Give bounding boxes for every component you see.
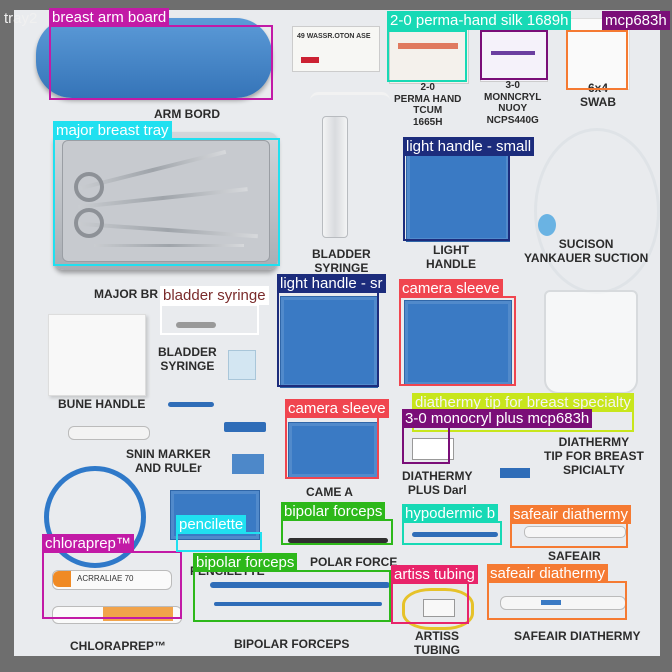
chloraprep-print: CHLORAPREP™ bbox=[70, 639, 167, 653]
bbox-breast-arm-board[interactable]: breast arm board bbox=[49, 8, 273, 100]
small-blue-block bbox=[232, 454, 264, 474]
bbox-diathermy-tip[interactable]: diathermy tip for breast specialty bbox=[412, 393, 634, 432]
bladder-syringe-print: BLADDER SYRINGE bbox=[158, 345, 217, 373]
diathermy-tip-print: DIATHERMY TIP FOR BREAST SPICIALTY bbox=[544, 435, 644, 477]
bbox-label: bipolar forceps bbox=[193, 553, 298, 572]
bbox-label: bipolar forceps bbox=[281, 502, 386, 521]
safeair-pencil-top bbox=[524, 526, 626, 538]
bbox-label: 2-0 perma-hand silk 1689h bbox=[387, 11, 572, 30]
camera-sleeve-sheet-2 bbox=[288, 422, 378, 478]
light-handle-sheet-small bbox=[280, 296, 378, 388]
bbox-perma-hand-silk[interactable]: 2-0 perma-hand silk 1689h bbox=[387, 11, 572, 82]
bbox-label: bladder syringe bbox=[160, 286, 269, 305]
bipolar-top-print: POLAR FORCE bbox=[310, 555, 398, 569]
measuring-jug bbox=[544, 290, 638, 394]
safeair-top-print: SAFEAIR bbox=[548, 549, 601, 563]
monocryl-packet bbox=[480, 22, 548, 82]
diathermy-plus-strip bbox=[412, 438, 454, 460]
bbox-label: camera sleeve bbox=[285, 399, 389, 418]
safeair-print: SAFEAIR DIATHERMY bbox=[514, 629, 641, 643]
bipolar-forceps-object bbox=[210, 582, 390, 588]
artiss-tubing-object bbox=[402, 588, 474, 630]
bbox-bladder-syringe[interactable]: bladder syringe bbox=[160, 286, 269, 335]
chloraprep-tube-text: ACRRALIAE 70 bbox=[77, 574, 134, 583]
bbox-safeair-diathermy-top[interactable]: safeair diathermy bbox=[510, 505, 632, 548]
camera-print: CAME A bbox=[306, 485, 353, 499]
bbox-chloraprep[interactable]: chloraprep™ bbox=[42, 534, 182, 619]
bbox-pencilette[interactable]: pencilette bbox=[176, 515, 262, 552]
arm-board bbox=[36, 18, 272, 98]
perma-hand-print: 2-0 PERMA HAND TCUM 1665H bbox=[394, 82, 462, 128]
bbox-camera-sleeve-2[interactable]: camera sleeve bbox=[285, 399, 389, 479]
bbox-label: major breast tray bbox=[53, 121, 172, 140]
bbox-label: light handle - small bbox=[403, 137, 535, 156]
monocryl-print: 3-0 MONNCRYL NUOY NCPS440G bbox=[484, 80, 542, 126]
artiss-print: ARTISS TUBING bbox=[414, 629, 460, 656]
bbox-safeair-diathermy[interactable]: safeair diathermy bbox=[487, 564, 627, 620]
bbox-label: safeair diathermy bbox=[487, 564, 609, 583]
bbox-artiss-tubing[interactable]: artiss tubing bbox=[391, 565, 478, 624]
bbox-hypodermic[interactable]: hypodermic b bbox=[402, 504, 502, 545]
instrument-tray bbox=[54, 132, 278, 270]
corner-label: tray2 bbox=[4, 10, 38, 27]
bune-handle-print: BUNE HANDLE bbox=[58, 397, 146, 411]
bbox-label: mcp683h bbox=[602, 11, 670, 30]
blue-clip bbox=[168, 402, 214, 407]
chloraprep-applicator: ACRRALIAE 70 bbox=[52, 570, 172, 590]
syringe-tubing bbox=[310, 92, 390, 109]
bipolar-print: BIPOLAR FORCEPS bbox=[234, 637, 350, 651]
bbox-bipolar-forceps[interactable]: bipolar forceps bbox=[193, 553, 391, 622]
small-cup bbox=[228, 350, 256, 380]
bbox-swab[interactable] bbox=[566, 30, 628, 90]
suture-packet: 49 WASSR.OTON ASE bbox=[292, 26, 380, 72]
bipolar-forceps-object-2 bbox=[214, 602, 382, 606]
diathermy-plus-print: DIATHERMY PLUS Darl bbox=[402, 469, 473, 497]
bbox-label: light handle - sr bbox=[277, 274, 386, 293]
bbox-label: camera sleeve bbox=[399, 279, 503, 298]
bbox-label: breast arm board bbox=[49, 8, 170, 27]
bbox-label: 3-0 monocryl plus mcp683h bbox=[402, 409, 593, 428]
skin-marker-object bbox=[68, 426, 150, 440]
bbox-monocryl-plus[interactable]: 3-0 monocryl plus mcp683h bbox=[402, 409, 593, 464]
major-tray-print: MAJOR BR bbox=[94, 287, 159, 301]
suction-print: SUCISON YANKAUER SUCTION bbox=[524, 237, 649, 265]
bbox-label: artiss tubing bbox=[391, 565, 478, 584]
camera-sleeve-sheet bbox=[404, 300, 512, 386]
light-handle-sheet bbox=[406, 150, 510, 242]
blue-clip-2 bbox=[224, 422, 266, 432]
bbox-bipolar-forceps-top[interactable]: bipolar forceps bbox=[281, 502, 393, 545]
bbox-mcp683h[interactable]: mcp683h bbox=[480, 11, 670, 80]
bbox-camera-sleeve[interactable]: camera sleeve bbox=[399, 279, 516, 386]
bbox-label: hypodermic b bbox=[402, 504, 499, 523]
bbox-light-handle-small[interactable]: light handle - small bbox=[403, 137, 535, 241]
coiled-cable bbox=[44, 466, 146, 568]
hypodermic-object bbox=[412, 532, 498, 537]
perma-hand-packet bbox=[389, 22, 469, 84]
yankauer-tip bbox=[538, 214, 556, 236]
suction-tubing bbox=[534, 128, 660, 294]
blue-connector bbox=[500, 468, 530, 478]
bipolar-forceps-object-top bbox=[288, 538, 388, 543]
bbox-label: diathermy tip for breast specialty bbox=[412, 393, 634, 412]
bbox-light-handle-sr[interactable]: light handle - sr bbox=[277, 274, 386, 387]
syringe bbox=[322, 116, 348, 238]
light-handle-print: LIGHT HANDLE bbox=[426, 243, 476, 271]
arm-board-print: ARM BORD bbox=[154, 107, 220, 121]
suture-packet-text: 49 WASSR.OTON ASE bbox=[297, 33, 371, 40]
bladder-syringe-print-top: BLADDER SYRINGE bbox=[312, 247, 371, 275]
skin-marker-print: SNIN MARKER AND RULEr bbox=[126, 447, 211, 475]
gauze bbox=[48, 314, 146, 396]
bbox-label: safeair diathermy bbox=[510, 505, 632, 524]
bbox-label: pencilette bbox=[176, 515, 247, 534]
bladder-syringe-object bbox=[176, 322, 216, 328]
bbox-major-breast-tray[interactable]: major breast tray bbox=[53, 121, 280, 266]
bbox-label: chloraprep™ bbox=[42, 534, 134, 553]
